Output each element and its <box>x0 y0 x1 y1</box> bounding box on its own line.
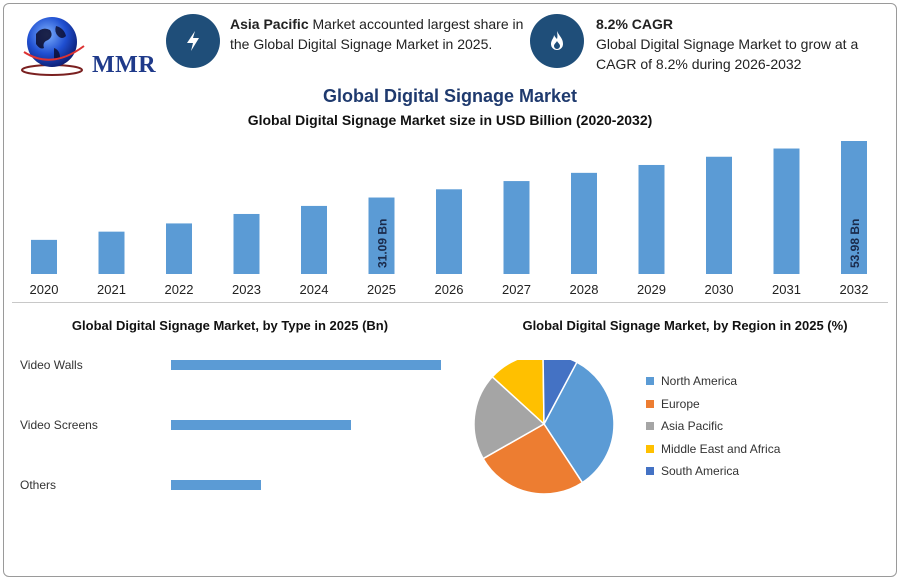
logo-text: MMR <box>92 52 157 78</box>
bar-data-label: 31.09 Bn <box>376 219 390 268</box>
flame-icon <box>530 14 584 68</box>
bar-data-label: 53.98 Bn <box>848 219 862 268</box>
region-pie-chart <box>473 360 615 495</box>
legend-swatch <box>646 399 654 408</box>
pie-slice-south-america <box>542 360 578 425</box>
year-tick-label: 2027 <box>502 282 531 297</box>
pie-slice-asia-pacific <box>473 375 546 460</box>
market-bar-2029 <box>638 164 665 274</box>
year-tick-label: 2022 <box>165 282 194 297</box>
lightning-icon <box>166 14 220 68</box>
market-bar-2022 <box>166 223 192 274</box>
type-bar <box>171 360 441 370</box>
year-tick-label: 2029 <box>637 282 666 297</box>
year-tick-label: 2030 <box>705 282 734 297</box>
year-tick-label: 2023 <box>232 282 261 297</box>
legend-item: North America <box>646 370 780 393</box>
type-label: Video Screens <box>20 418 98 432</box>
page-frame <box>3 3 897 577</box>
year-tick-label: 2032 <box>840 282 869 297</box>
year-tick-label: 2025 <box>367 282 396 297</box>
legend-item: South America <box>646 460 780 483</box>
market-bar-2031 <box>773 148 800 274</box>
legend-label: South America <box>661 464 740 479</box>
market-bar-2032 <box>841 141 867 274</box>
mmr-logo: MMR <box>18 12 156 78</box>
chart-subtitle: Global Digital Signage Market size in US… <box>247 112 653 128</box>
type-label: Others <box>20 478 57 492</box>
info2-body: Global Digital Signage Market to grow at… <box>596 36 859 72</box>
market-bar-2027 <box>503 181 530 274</box>
info-cagr: 8.2% CAGR Global Digital Signage Market t… <box>596 14 876 74</box>
legend-label: North America <box>661 374 738 389</box>
market-bar-2030 <box>706 156 732 274</box>
market-size-bar-chart: 2020 2021 2022 2023 2024 2025 31.09 Bn 2026 2027… <box>30 141 869 297</box>
type-chart-title: Global Digital Signage Market, by Type i… <box>71 318 389 333</box>
globe-icon <box>21 17 85 76</box>
year-tick-label: 2026 <box>435 282 464 297</box>
legend-label: Middle East and Africa <box>661 441 781 456</box>
region-chart-title: Global Digital Signage Market, by Region… <box>522 318 848 333</box>
market-bar-2025 <box>368 197 395 274</box>
pie-slice-europe <box>482 422 584 495</box>
year-tick-label: 2024 <box>300 282 329 297</box>
legend-item: Middle East and Africa <box>646 438 780 461</box>
market-bar-2028 <box>571 172 597 274</box>
info-asia-pacific: Asia Pacific Market accounted largest sh… <box>230 14 525 54</box>
market-bar-2026 <box>436 189 462 274</box>
market-bar-2021 <box>98 231 125 274</box>
legend-swatch <box>646 444 654 453</box>
section-divider <box>12 302 888 303</box>
year-tick-label: 2020 <box>30 282 59 297</box>
region-legend: North America Europe Asia Pacific Middle Ea… <box>646 370 780 483</box>
legend-label: Europe <box>661 396 700 411</box>
legend-label: Asia Pacific <box>661 419 724 434</box>
legend-item: Asia Pacific <box>646 415 780 438</box>
year-tick-label: 2031 <box>772 282 801 297</box>
year-tick-label: 2028 <box>570 282 599 297</box>
info2-bold: 8.2% CAGR <box>596 16 674 32</box>
type-bar <box>171 480 261 490</box>
pie-slice-middle-east-and-africa <box>491 360 545 426</box>
legend-swatch <box>646 467 654 476</box>
type-label: Video Walls <box>20 358 83 372</box>
type-bar <box>171 420 351 430</box>
chart-main-title: Global Digital Signage Market <box>322 86 578 106</box>
year-tick-label: 2021 <box>97 282 126 297</box>
legend-item: Europe <box>646 393 780 416</box>
info1-bold: Asia Pacific <box>230 16 309 32</box>
market-bar-2023 <box>233 213 260 274</box>
market-bar-2024 <box>301 205 327 274</box>
legend-swatch <box>646 422 654 431</box>
legend-swatch <box>646 377 654 386</box>
market-bar-2020 <box>31 239 57 274</box>
info1-body: Market accounted largest share in the Gl… <box>230 16 524 52</box>
